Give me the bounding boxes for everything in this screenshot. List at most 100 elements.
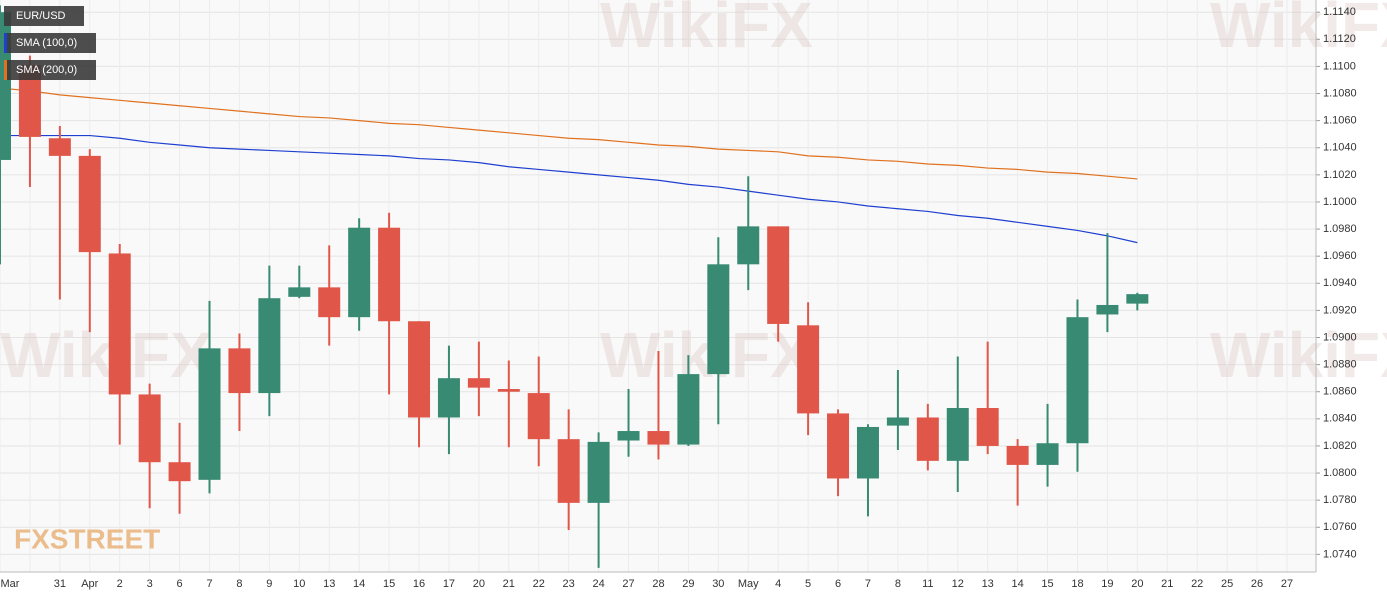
x-tick-label: Mar xyxy=(1,578,20,590)
candle-body xyxy=(587,441,610,503)
x-tick-label: 27 xyxy=(622,578,634,590)
x-tick-label: 28 xyxy=(652,578,664,590)
x-tick-label: 6 xyxy=(177,578,183,590)
legend-label: SMA (200,0) xyxy=(16,64,77,76)
x-tick-label: 12 xyxy=(952,578,964,590)
y-tick-label: 1.0960 xyxy=(1323,250,1357,262)
candle-body xyxy=(78,155,101,253)
legend-swatch xyxy=(4,60,7,80)
x-tick-label: 16 xyxy=(413,578,425,590)
x-tick-label: Apr xyxy=(81,578,98,590)
watermark: WikiFX xyxy=(1210,0,1387,61)
y-tick-label: 1.0920 xyxy=(1323,304,1357,316)
x-tick-label: 17 xyxy=(443,578,455,590)
candle-body xyxy=(198,348,221,480)
y-tick-label: 1.0800 xyxy=(1323,467,1357,479)
y-tick-label: 1.0840 xyxy=(1323,413,1357,425)
x-tick-label: 27 xyxy=(1281,578,1293,590)
candle-body xyxy=(976,407,999,446)
x-tick-label: 3 xyxy=(147,578,153,590)
candle-body xyxy=(0,12,11,160)
legend-swatch xyxy=(4,33,7,53)
candle-body xyxy=(378,227,401,322)
x-tick-label: 14 xyxy=(1011,578,1023,590)
y-tick-label: 1.0880 xyxy=(1323,359,1357,371)
candle-body xyxy=(348,227,371,318)
y-tick-label: 1.0760 xyxy=(1323,521,1357,533)
x-tick-label: 31 xyxy=(54,578,66,590)
candle-body xyxy=(18,65,41,137)
candle-body xyxy=(946,407,969,461)
candle-body xyxy=(318,287,341,318)
candle-body xyxy=(886,417,909,426)
y-tick-label: 1.0900 xyxy=(1323,331,1357,343)
candle-body xyxy=(1006,445,1029,465)
candle-body xyxy=(108,253,131,395)
y-tick-label: 1.0740 xyxy=(1323,548,1357,560)
x-tick-label: 26 xyxy=(1251,578,1263,590)
watermark: WikiFX xyxy=(600,319,813,391)
y-tick-label: 1.1000 xyxy=(1323,196,1357,208)
candle-body xyxy=(767,226,790,324)
candle-body xyxy=(497,389,520,392)
candle-body xyxy=(1036,443,1059,465)
y-tick-label: 1.0860 xyxy=(1323,386,1357,398)
x-tick-label: 15 xyxy=(383,578,395,590)
x-tick-label: 25 xyxy=(1221,578,1233,590)
x-tick-label: 30 xyxy=(712,578,724,590)
axes: 1.0740 1.0760 1.0780 1.0800 1.0820 1.0840 1.08… xyxy=(0,0,1357,590)
x-tick-label: 15 xyxy=(1041,578,1053,590)
x-tick-label: 19 xyxy=(1101,578,1113,590)
candle-body xyxy=(677,374,700,445)
candle-body xyxy=(1126,294,1149,304)
y-tick-label: 1.1080 xyxy=(1323,87,1357,99)
candle-body xyxy=(437,378,460,418)
x-tick-label: 24 xyxy=(592,578,604,590)
x-tick-label: 5 xyxy=(805,578,811,590)
y-tick-label: 1.0780 xyxy=(1323,494,1357,506)
candle-body xyxy=(168,462,191,482)
x-tick-label: 22 xyxy=(1191,578,1203,590)
legend-box xyxy=(4,33,96,53)
x-tick-label: 8 xyxy=(895,578,901,590)
y-tick-label: 1.0940 xyxy=(1323,277,1357,289)
sma-line xyxy=(0,87,1138,180)
candle-body xyxy=(258,298,281,394)
legend-box xyxy=(4,60,96,80)
x-tick-label: 20 xyxy=(473,578,485,590)
marks xyxy=(0,5,1149,568)
x-tick-label: 9 xyxy=(266,578,272,590)
x-tick-label: 13 xyxy=(323,578,335,590)
grid xyxy=(0,0,1316,572)
x-tick-label: May xyxy=(738,578,759,590)
candle-body xyxy=(827,413,850,479)
x-tick-label: 11 xyxy=(922,578,933,590)
candle-body xyxy=(647,431,670,445)
x-tick-label: 21 xyxy=(503,578,515,590)
y-tick-label: 1.1120 xyxy=(1323,33,1356,45)
legend-label: SMA (100,0) xyxy=(16,37,77,49)
x-tick-label: 10 xyxy=(293,578,305,590)
x-tick-label: 20 xyxy=(1131,578,1143,590)
candle-body xyxy=(856,426,879,479)
legend-label: EUR/USD xyxy=(16,10,66,22)
x-tick-label: 23 xyxy=(563,578,575,590)
x-tick-label: 6 xyxy=(835,578,841,590)
y-tick-label: 1.1140 xyxy=(1323,6,1356,18)
x-tick-label: 8 xyxy=(236,578,242,590)
candle-body xyxy=(916,417,939,461)
y-tick-label: 1.1020 xyxy=(1323,169,1357,181)
candle-body xyxy=(557,439,580,503)
x-tick-label: 29 xyxy=(682,578,694,590)
watermark: WikiFX xyxy=(1210,319,1387,391)
x-tick-label: 21 xyxy=(1161,578,1173,590)
x-tick-label: 7 xyxy=(206,578,212,590)
candle-body xyxy=(288,287,311,297)
candle-body xyxy=(797,325,820,414)
candle-body xyxy=(617,431,640,441)
candle-body xyxy=(707,264,730,375)
x-tick-label: 4 xyxy=(775,578,781,590)
y-tick-label: 1.1100 xyxy=(1323,60,1356,72)
watermark: WikiFX xyxy=(0,319,213,391)
